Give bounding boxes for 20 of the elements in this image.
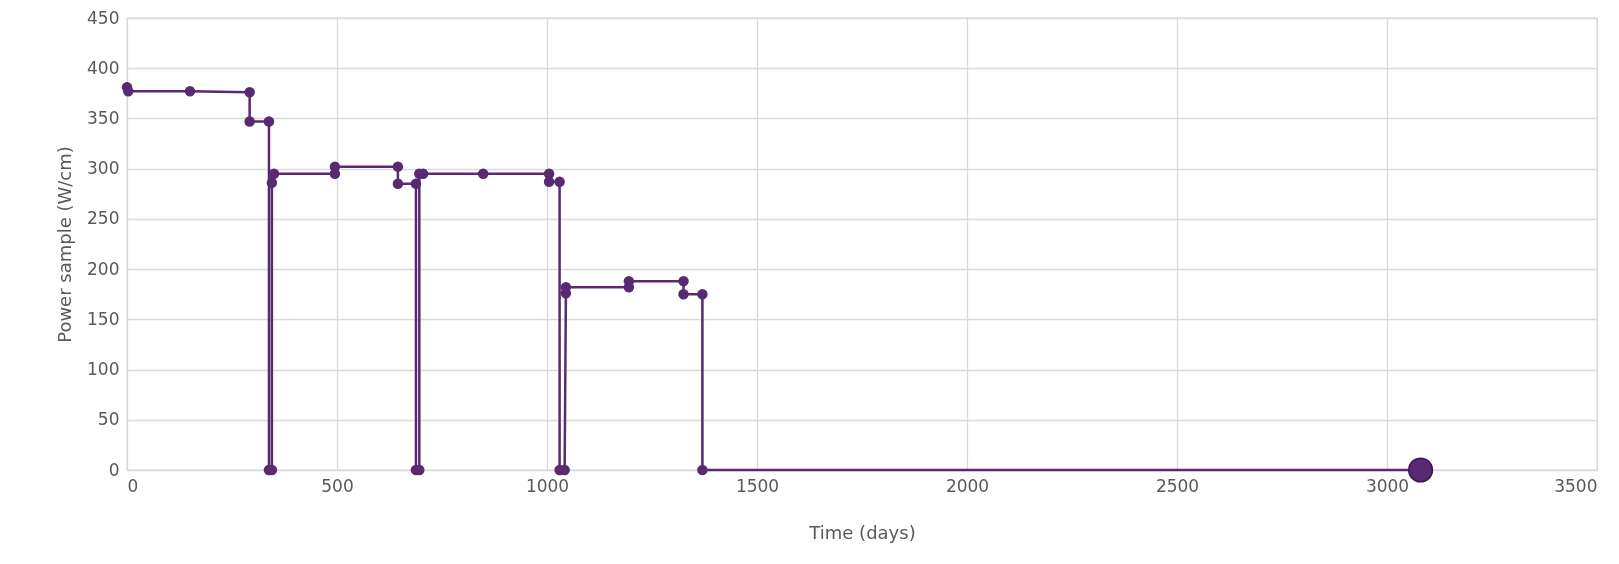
x-tick-label: 2500 [1155, 475, 1200, 496]
x-tick-label: 1000 [525, 475, 570, 496]
y-tick-label: 100 [87, 359, 120, 380]
y-tick-label: 350 [87, 107, 120, 128]
x-tick-label: 500 [321, 475, 354, 496]
y-tick-label: 250 [87, 208, 120, 229]
x-tick-label: 3000 [1365, 475, 1410, 496]
y-tick-label: 200 [87, 258, 120, 279]
x-tick-label: 3500 [1554, 475, 1598, 496]
y-axis-title: Power sample (W/cm) [54, 146, 76, 343]
x-tick-label: 2000 [945, 475, 990, 496]
y-tick-label: 150 [87, 308, 120, 329]
y-tick-label: 300 [87, 158, 120, 179]
x-axis-title: Time (days) [808, 521, 916, 543]
y-tick-label: 50 [97, 409, 120, 430]
y-tick-label: 400 [87, 57, 120, 78]
y-tick-label: 450 [87, 7, 120, 28]
y-tick-label: 0 [108, 459, 120, 480]
x-tick-label: 1500 [735, 475, 780, 496]
x-tick-label: 0 [127, 475, 139, 496]
